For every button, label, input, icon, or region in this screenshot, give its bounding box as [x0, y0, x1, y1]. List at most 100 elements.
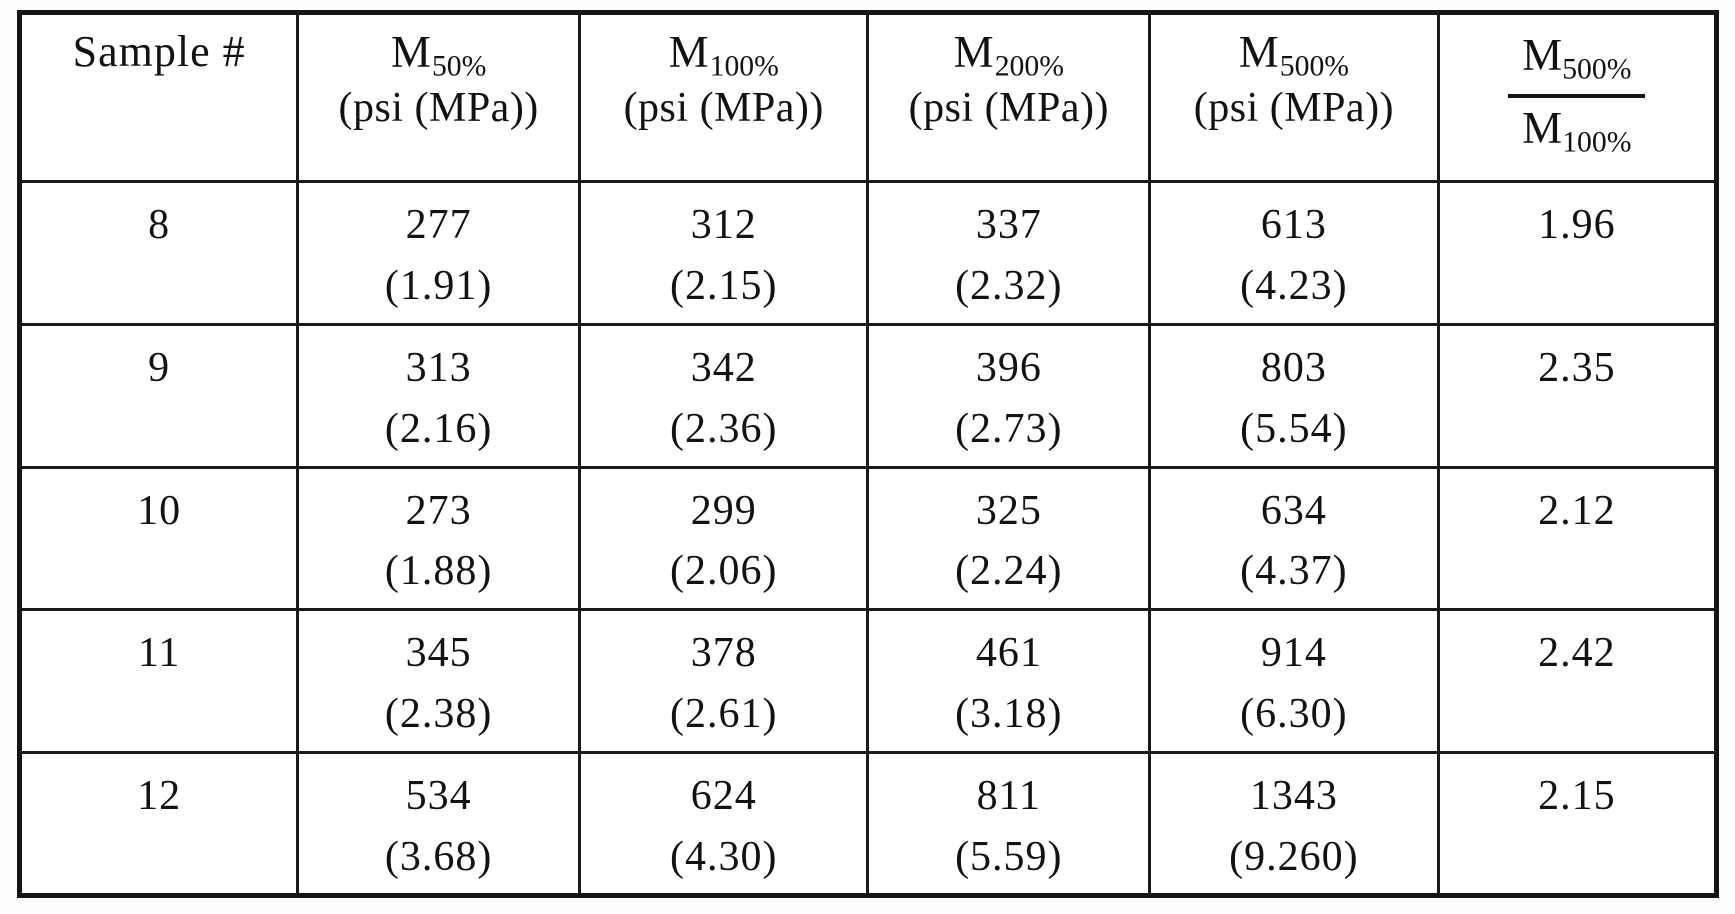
- mpa-value: (1.88): [384, 548, 493, 595]
- mpa-value: (5.59): [955, 834, 1063, 881]
- modulus-subscript: 50%: [431, 50, 487, 83]
- table-row-sample-8: 8 277 (1.91) 312 (2.15) 337 (2.32) 613 (…: [17, 179, 1719, 326]
- psi-value: 325: [975, 487, 1042, 534]
- col-header-m100: M100% (psi (MPa)): [577, 11, 870, 183]
- modulus-letter: M: [1522, 102, 1563, 153]
- m500-cell: 1343 (9.260): [1148, 751, 1440, 897]
- m50-cell: 534 (3.68): [296, 751, 581, 897]
- ratio-cell: 2.35: [1436, 322, 1719, 469]
- m100-cell: 312 (2.15): [577, 179, 870, 326]
- mpa-value: (5.54): [1240, 405, 1348, 452]
- sample-number: 12: [137, 773, 182, 820]
- m50-cell: 273 (1.88): [296, 465, 581, 612]
- psi-value: 811: [976, 773, 1042, 820]
- psi-value: 634: [1260, 487, 1327, 534]
- m50-cell: 313 (2.16): [296, 322, 581, 469]
- mpa-value: (4.23): [1240, 262, 1348, 309]
- sample-number: 10: [137, 487, 182, 534]
- sample-header-label: Sample #: [72, 27, 246, 76]
- mpa-value: (2.32): [955, 262, 1063, 309]
- ratio-denominator: M100%: [1508, 102, 1645, 159]
- psi-value: 312: [690, 201, 757, 248]
- col-header-m200: M200% (psi (MPa)): [866, 11, 1152, 183]
- sample-cell: 11: [17, 608, 300, 755]
- mpa-value: (2.16): [384, 405, 493, 452]
- m50-cell: 277 (1.91): [296, 179, 581, 326]
- sample-cell: 9: [17, 322, 300, 469]
- ratio-cell: 2.42: [1436, 608, 1719, 755]
- m200-cell: 396 (2.73): [866, 322, 1152, 469]
- unit-label-m50: (psi (MPa)): [338, 85, 539, 132]
- m100-cell: 624 (4.30): [577, 751, 870, 897]
- ratio-value: 2.12: [1538, 487, 1616, 534]
- col-header-sample: Sample #: [17, 11, 300, 183]
- ratio-numerator: M500%: [1508, 30, 1645, 86]
- psi-value: 461: [975, 630, 1042, 677]
- col-header-m50: M50% (psi (MPa)): [296, 11, 581, 183]
- psi-value: 345: [405, 630, 472, 677]
- mpa-value: (3.18): [955, 691, 1063, 738]
- psi-value: 803: [1260, 344, 1327, 391]
- m500-cell: 803 (5.54): [1148, 322, 1440, 469]
- modulus-symbol-m50: M50%: [305, 27, 572, 83]
- psi-value: 624: [690, 773, 757, 820]
- modulus-subscript: 500%: [1279, 50, 1350, 83]
- modulus-letter: M: [1238, 27, 1280, 77]
- sample-cell: 12: [17, 751, 300, 897]
- mpa-value: (9.260): [1229, 834, 1359, 881]
- sample-number: 11: [137, 630, 181, 677]
- col-header-m500: M500% (psi (MPa)): [1148, 11, 1440, 183]
- modulus-letter: M: [1522, 30, 1563, 80]
- col-header-ratio: M500% M100%: [1436, 11, 1719, 183]
- m200-cell: 325 (2.24): [866, 465, 1152, 612]
- sample-number: 8: [148, 201, 171, 248]
- mpa-value: (4.30): [669, 834, 778, 881]
- sample-number: 9: [148, 344, 171, 391]
- modulus-subscript: 100%: [1562, 126, 1632, 159]
- m200-cell: 461 (3.18): [866, 608, 1152, 755]
- ratio-value: 2.15: [1538, 773, 1616, 820]
- mpa-value: (2.24): [955, 548, 1063, 595]
- header-row: Sample # M50% (psi (MPa)) M100% (psi (MP…: [17, 11, 1719, 183]
- m100-cell: 299 (2.06): [577, 465, 870, 612]
- unit-label-m100: (psi (MPa)): [623, 85, 824, 132]
- ratio-cell: 2.15: [1436, 751, 1719, 897]
- m500-cell: 613 (4.23): [1148, 179, 1440, 326]
- psi-value: 1343: [1249, 773, 1338, 820]
- psi-value: 299: [690, 487, 757, 534]
- ratio-cell: 2.12: [1436, 465, 1719, 612]
- ratio-value: 2.35: [1538, 344, 1616, 391]
- mpa-value: (1.91): [384, 262, 493, 309]
- table-row-sample-11: 11 345 (2.38) 378 (2.61) 461 (3.18) 914 …: [17, 608, 1719, 755]
- psi-value: 313: [405, 344, 472, 391]
- ratio-value: 2.42: [1538, 630, 1616, 677]
- m500-cell: 914 (6.30): [1148, 608, 1440, 755]
- psi-value: 277: [405, 201, 472, 248]
- psi-value: 378: [690, 630, 757, 677]
- unit-label-m500: (psi (MPa)): [1193, 85, 1395, 132]
- psi-value: 273: [405, 487, 472, 534]
- mpa-value: (2.06): [669, 548, 778, 595]
- ratio-header-fraction: M500% M100%: [1508, 30, 1646, 159]
- ratio-cell: 1.96: [1436, 179, 1719, 326]
- modulus-letter: M: [953, 27, 995, 77]
- mpa-value: (4.37): [1240, 548, 1348, 595]
- psi-value: 396: [975, 344, 1042, 391]
- psi-value: 914: [1260, 630, 1327, 677]
- mpa-value: (2.38): [384, 691, 493, 738]
- mpa-value: (3.68): [384, 834, 493, 881]
- mpa-value: (2.73): [955, 405, 1063, 452]
- sample-cell: 8: [17, 179, 300, 326]
- psi-value: 337: [975, 201, 1042, 248]
- ratio-value: 1.96: [1538, 201, 1616, 248]
- modulus-symbol-m500: M500%: [1157, 27, 1430, 83]
- fraction-bar: [1508, 93, 1646, 98]
- psi-value: 613: [1260, 201, 1327, 248]
- psi-value: 534: [405, 773, 472, 820]
- m100-cell: 378 (2.61): [577, 608, 870, 755]
- unit-label-m200: (psi (MPa)): [908, 85, 1109, 132]
- modulus-subscript: 200%: [994, 50, 1064, 83]
- m50-cell: 345 (2.38): [296, 608, 581, 755]
- table-row-sample-9: 9 313 (2.16) 342 (2.36) 396 (2.73) 803 (…: [17, 322, 1719, 469]
